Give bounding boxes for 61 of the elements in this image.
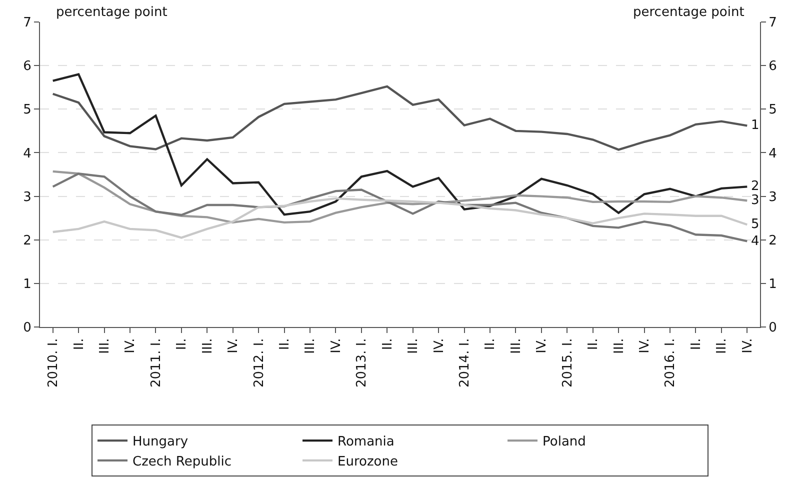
x-tick-label: 2011. I.	[148, 338, 164, 388]
x-tick-label: 2010. I.	[46, 338, 62, 388]
y-tick-label: 6	[23, 59, 32, 74]
x-tick-label: III.	[406, 338, 422, 354]
x-tick-label: IV.	[123, 338, 138, 354]
x-tick-label: II.	[586, 338, 602, 350]
annotation: 3	[751, 193, 760, 208]
line-series	[52, 172, 748, 242]
annotation: 4	[751, 234, 760, 249]
x-tick-label: 2015. I.	[560, 338, 576, 388]
legend-label: Romania	[338, 434, 394, 450]
annotation: 5	[751, 217, 760, 232]
y2-tick-label: 0	[768, 320, 777, 336]
y-tick-label: 7	[23, 16, 32, 31]
x-tick-label: II.	[174, 338, 190, 350]
y2-tick-label: 6	[768, 59, 777, 74]
x-tick-label: III.	[303, 338, 318, 354]
annotation: 2	[751, 179, 760, 194]
x-tick-label: II.	[380, 338, 396, 350]
legend-label: Eurozone	[338, 454, 398, 470]
x-tick-label: IV.	[226, 338, 242, 354]
legend-label: Hungary	[132, 434, 188, 450]
y-tick-label: 4	[23, 146, 32, 162]
y-tick-label: 3	[23, 190, 32, 205]
x-tick-label: 2012. I.	[252, 338, 267, 388]
x-tick-label: 2013. I.	[354, 338, 370, 388]
y-tick-label: 0	[23, 320, 32, 336]
x-tick-label: IV.	[740, 338, 756, 354]
x-tick-label: IV.	[534, 338, 550, 354]
x-tick-label: 2016. I.	[663, 338, 678, 388]
x-tick-label: IV.	[432, 338, 447, 354]
y-axis-title: percentage point	[56, 5, 168, 20]
x-tick-label: IV.	[638, 338, 653, 354]
line-series	[52, 197, 748, 239]
y2-axis-title: percentage point	[633, 5, 744, 20]
line-series	[52, 73, 748, 216]
y2-tick-label: 2	[768, 233, 777, 248]
x-tick-label: III.	[200, 338, 216, 354]
x-tick-label: III.	[714, 338, 730, 354]
x-tick-label: III.	[98, 338, 113, 354]
y-tick-label: 1	[23, 276, 32, 292]
x-tick-label: III.	[612, 338, 627, 354]
x-tick-label: II.	[688, 338, 704, 350]
x-tick-label: 2014. I.	[458, 338, 473, 388]
annotation: 1	[751, 118, 760, 133]
line-series	[52, 85, 748, 151]
y-tick-label: 5	[23, 102, 32, 118]
y2-tick-label: 3	[768, 190, 777, 205]
line-series	[52, 170, 748, 224]
x-tick-label: IV.	[328, 338, 344, 354]
x-tick-label: II.	[278, 338, 293, 350]
y2-tick-label: 4	[768, 146, 777, 162]
y-tick-label: 2	[23, 233, 32, 248]
y2-tick-label: 7	[768, 16, 777, 31]
x-tick-label: III.	[508, 338, 524, 354]
x-tick-label: II.	[72, 338, 87, 350]
x-tick-label: II.	[483, 338, 498, 350]
legend-label: Poland	[542, 434, 586, 450]
legend-label: Czech Republic	[132, 454, 232, 470]
y2-tick-label: 1	[768, 276, 777, 292]
y2-tick-label: 5	[768, 102, 777, 118]
